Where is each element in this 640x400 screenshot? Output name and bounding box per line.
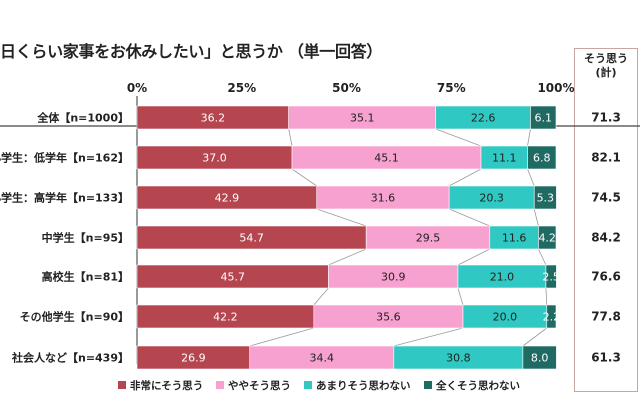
series-connector-line xyxy=(533,208,539,227)
series-connector-line xyxy=(435,128,482,147)
data-label: 31.6 xyxy=(371,192,396,205)
series-connector-line xyxy=(545,287,548,306)
bar-segment xyxy=(533,185,557,210)
data-label: 45.7 xyxy=(220,271,245,284)
data-label: 30.9 xyxy=(381,271,406,284)
bar-segment xyxy=(527,145,557,170)
category-label: 全体【n=1000】 xyxy=(36,111,129,125)
legend-swatch xyxy=(304,381,312,389)
data-label: 22.6 xyxy=(471,112,496,125)
data-label: 42.2 xyxy=(213,311,238,324)
series-connector-line xyxy=(527,128,531,147)
bar-segment xyxy=(545,264,557,289)
data-label: 54.7 xyxy=(239,232,264,245)
series-connector-line xyxy=(328,248,367,266)
data-label: 11.1 xyxy=(492,152,517,165)
data-label: 20.3 xyxy=(479,192,504,205)
data-label: 37.0 xyxy=(202,152,227,165)
data-label: 34.4 xyxy=(310,352,335,365)
data-label: 6.1 xyxy=(534,112,552,125)
legend-swatch xyxy=(216,381,224,389)
bar-segment xyxy=(530,105,557,130)
x-tick-label: 25% xyxy=(227,81,256,95)
series-connector-line xyxy=(457,287,464,306)
agree-total-box xyxy=(574,48,638,392)
data-label: 8.0 xyxy=(531,352,549,365)
x-tick-label: 100% xyxy=(537,81,574,95)
series-connector-line xyxy=(288,128,293,147)
data-label: 4.2 xyxy=(538,232,556,245)
agree-total-value: 84.2 xyxy=(591,231,621,245)
data-label: 35.6 xyxy=(376,311,401,324)
data-label: 26.9 xyxy=(181,352,206,365)
agree-total-value: 77.8 xyxy=(591,310,621,324)
data-label: 6.8 xyxy=(533,152,551,165)
legend-label: 全くそう思わない xyxy=(435,379,520,392)
category-label: 社会人など【n=439】 xyxy=(11,351,129,365)
data-label: 11.6 xyxy=(502,232,527,245)
agree-total-value: 76.6 xyxy=(591,270,621,284)
legend-swatch xyxy=(118,381,126,389)
data-label: 42.9 xyxy=(215,192,240,205)
legend-label: あまりそう思わない xyxy=(316,379,411,392)
x-tick-label: 0% xyxy=(127,81,147,95)
series-connector-line xyxy=(457,248,490,266)
data-label: 35.1 xyxy=(350,112,375,125)
bar-segment xyxy=(538,225,557,250)
bar-segment xyxy=(522,345,557,370)
series-connector-line xyxy=(448,168,482,187)
agree-total-value: 74.5 xyxy=(591,191,621,205)
legend-swatch xyxy=(424,381,432,389)
x-tick-label: 75% xyxy=(437,81,466,95)
series-connector-line xyxy=(527,168,535,187)
agree-total-value: 61.3 xyxy=(591,351,621,365)
agree-total-header-line2: (計) xyxy=(595,66,617,79)
agree-total-header: そう思う (計) xyxy=(574,52,638,80)
data-label: 30.8 xyxy=(446,352,471,365)
bar-segment xyxy=(546,304,557,329)
category-label: 中学生【n=95】 xyxy=(42,231,129,245)
category-label: その他学生【n=90】 xyxy=(20,310,129,324)
series-connector-line xyxy=(449,208,490,227)
series-connector-line xyxy=(249,327,314,347)
x-tick-label: 50% xyxy=(332,81,361,95)
data-label: 29.5 xyxy=(416,232,441,245)
agree-total-value: 71.3 xyxy=(591,111,621,125)
category-label: 小学生：高学年【n=133】 xyxy=(0,191,129,205)
series-connector-line xyxy=(393,327,464,347)
data-label: 2.2 xyxy=(543,311,561,324)
series-connector-line xyxy=(522,327,548,347)
category-label: 高校生【n=81】 xyxy=(42,270,129,284)
series-connector-line xyxy=(316,208,367,227)
chart-title: 日くらい家事をお休みしたい」と思うか （単一回答） xyxy=(0,42,383,61)
category-label: 小学生：低学年【n=162】 xyxy=(0,151,129,165)
data-label: 45.1 xyxy=(374,152,399,165)
data-label: 36.2 xyxy=(201,112,226,125)
data-label: 2.5 xyxy=(542,271,560,284)
legend-label: 非常にそう思う xyxy=(130,379,203,392)
series-connector-line xyxy=(538,248,547,266)
legend-label: ややそう思う xyxy=(228,380,291,392)
agree-total-value: 82.1 xyxy=(591,151,621,165)
series-connector-line xyxy=(313,287,329,306)
series-connector-line xyxy=(291,168,317,187)
data-label: 20.0 xyxy=(493,311,518,324)
data-label: 21.0 xyxy=(490,271,515,284)
agree-total-header-line1: そう思う xyxy=(584,52,628,65)
data-label: 5.3 xyxy=(537,192,555,205)
